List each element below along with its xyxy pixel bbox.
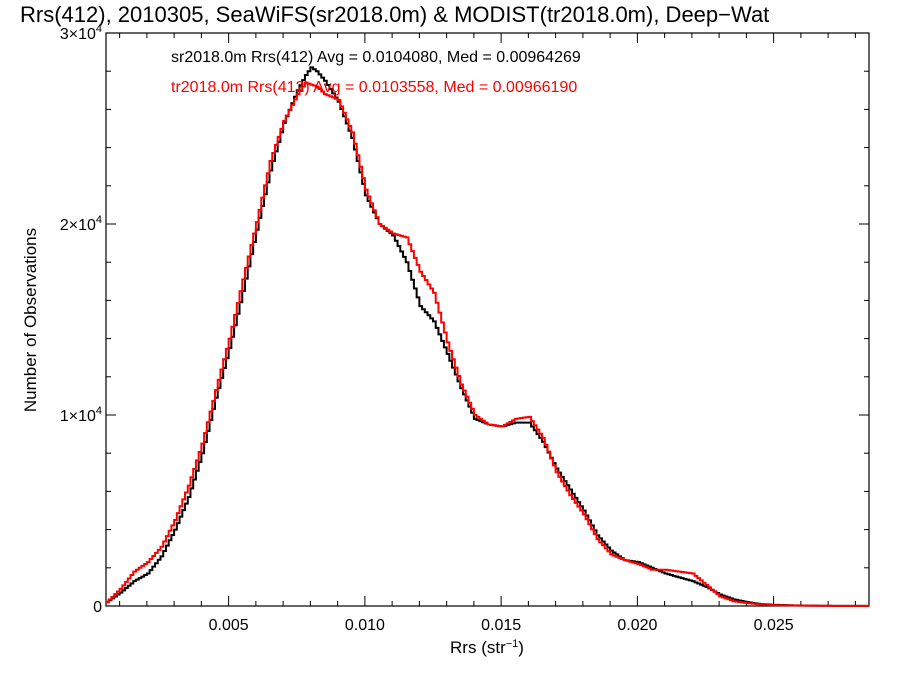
x-tick-label-3: 0.020 [617, 617, 657, 634]
legend-entry-black: sr2018.0m Rrs(412) Avg = 0.0104080, Med … [171, 49, 581, 66]
series-sr2018-black [106, 66, 869, 607]
chart-title: Rrs(412), 2010305, SeaWiFS(sr2018.0m) & … [20, 2, 769, 27]
plot-frame [105, 32, 870, 607]
series-tr2018-red [106, 81, 869, 607]
x-tick-label-4: 0.025 [754, 617, 794, 634]
x-tick-label-1: 0.010 [345, 617, 385, 634]
y-tick-label-1: 1×104 [60, 405, 102, 425]
y-tick-label-3: 3×104 [60, 23, 102, 43]
y-axis-label: Number of Observations [21, 228, 40, 412]
series-layer [106, 66, 869, 607]
x-tick-label-0: 0.005 [209, 617, 249, 634]
axis-ticks: 0.005 0.010 0.015 0.020 0.025 0 1×104 2×104 3×10… [60, 23, 869, 634]
y-tick-label-0: 0 [93, 599, 102, 616]
x-axis-label: Rrs (str−1) [450, 638, 524, 657]
x-tick-label-2: 0.015 [481, 617, 521, 634]
legend-entry-red: tr2018.0m Rrs(412) Avg = 0.0103558, Med … [171, 79, 577, 96]
y-tick-label-2: 2×104 [60, 214, 102, 234]
